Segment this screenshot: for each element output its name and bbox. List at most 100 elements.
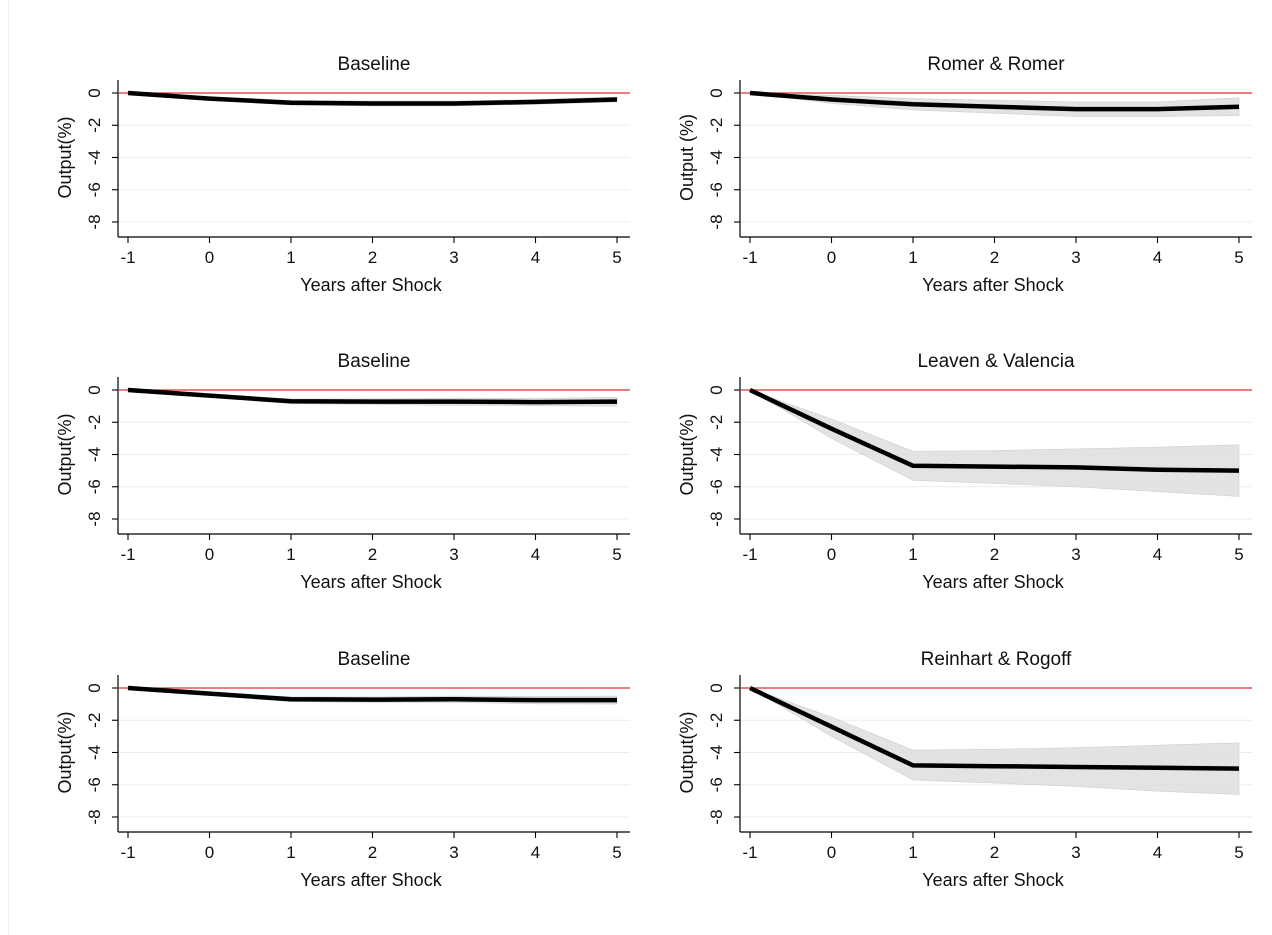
y-tick-label: 0 — [85, 88, 104, 97]
y-axis-label: Output(%) — [677, 711, 697, 793]
x-tick-label: 5 — [1234, 248, 1243, 267]
x-tick-label: 5 — [612, 248, 621, 267]
x-tick-label: 4 — [531, 545, 540, 564]
x-tick-label: 3 — [449, 843, 458, 862]
y-tick-label: 0 — [707, 385, 726, 394]
y-tick-label: 0 — [707, 88, 726, 97]
x-tick-label: 0 — [827, 545, 836, 564]
x-axis-label: Years after Shock — [300, 870, 442, 890]
y-tick-label: -4 — [707, 447, 726, 462]
x-tick-label: 2 — [990, 248, 999, 267]
y-tick-label: -2 — [85, 713, 104, 728]
panel-title: Baseline — [338, 54, 411, 75]
x-tick-label: -1 — [120, 843, 135, 862]
chart-panel-3: 0 -2 -4 -6 -8 -1 0 1 2 3 4 5 Years after Shock Output… — [55, 351, 630, 592]
x-tick-label: 2 — [990, 545, 999, 564]
y-tick-label: 0 — [85, 683, 104, 692]
y-tick-label: -8 — [707, 214, 726, 229]
x-tick-label: 0 — [205, 248, 214, 267]
x-tick-label: 2 — [368, 248, 377, 267]
y-axis-label: Output(%) — [55, 413, 75, 495]
chart-panel-4: 0 -2 -4 -6 -8 -1 0 1 2 3 4 5 Years after Shock Output… — [677, 351, 1252, 592]
y-tick-label: -4 — [707, 150, 726, 165]
y-tick-label: -4 — [85, 447, 104, 462]
chart-panel-2: 0 -2 -4 -6 -8 -1 0 1 2 3 4 5 Years after Shock Output… — [677, 54, 1252, 295]
y-tick-label: -6 — [707, 479, 726, 494]
series-line — [127, 387, 618, 405]
panel-title: Leaven & Valencia — [917, 351, 1074, 372]
x-tick-label: 1 — [286, 248, 295, 267]
x-tick-label: 0 — [205, 545, 214, 564]
chart-panel-1: 0 -2 -4 -6 -8 -1 0 1 2 3 4 5 Years after Shock Output… — [55, 54, 630, 295]
panel-title: Reinhart & Rogoff — [921, 649, 1072, 670]
y-tick-label: -6 — [85, 479, 104, 494]
x-axis-label: Years after Shock — [922, 870, 1064, 890]
x-tick-label: 2 — [368, 843, 377, 862]
x-tick-label: 1 — [908, 545, 917, 564]
y-tick-label: -6 — [85, 182, 104, 197]
x-tick-label: 3 — [1071, 843, 1080, 862]
y-tick-label: -6 — [85, 777, 104, 792]
y-axis-label: Output(%) — [55, 711, 75, 793]
confidence-band — [749, 687, 1240, 795]
y-tick-label: -2 — [707, 713, 726, 728]
series-line — [127, 685, 617, 703]
y-tick-label: -2 — [707, 118, 726, 133]
panel-title: Baseline — [338, 649, 411, 670]
x-axis-label: Years after Shock — [300, 572, 442, 592]
x-tick-label: 3 — [1071, 545, 1080, 564]
x-tick-label: -1 — [120, 545, 135, 564]
y-tick-label: -8 — [85, 214, 104, 229]
y-tick-label: -2 — [707, 415, 726, 430]
x-tick-label: 1 — [286, 545, 295, 564]
panel-title: Romer & Romer — [927, 54, 1065, 75]
x-tick-label: -1 — [120, 248, 135, 267]
x-tick-label: 0 — [827, 843, 836, 862]
page-edge-rule — [8, 0, 9, 935]
x-tick-label: 5 — [1234, 843, 1243, 862]
x-tick-label: 5 — [1234, 545, 1243, 564]
y-axis-label: Output(%) — [55, 116, 75, 198]
x-axis-label: Years after Shock — [922, 572, 1064, 592]
x-tick-label: 1 — [908, 248, 917, 267]
x-tick-label: -1 — [742, 545, 757, 564]
x-axis-label: Years after Shock — [300, 275, 442, 295]
x-tick-label: 4 — [1153, 843, 1162, 862]
x-tick-label: 0 — [205, 843, 214, 862]
x-axis-label: Years after Shock — [922, 275, 1064, 295]
y-tick-label: -8 — [707, 511, 726, 526]
chart-panel-6: 0 -2 -4 -6 -8 -1 0 1 2 3 4 5 Years after Shock Output… — [677, 649, 1252, 890]
y-tick-label: -4 — [707, 745, 726, 760]
confidence-band — [749, 389, 1240, 497]
x-tick-label: 1 — [908, 843, 917, 862]
x-tick-label: 4 — [1153, 248, 1162, 267]
x-tick-label: 4 — [531, 248, 540, 267]
x-tick-label: 4 — [1153, 545, 1162, 564]
y-tick-label: -6 — [707, 777, 726, 792]
x-tick-label: 3 — [449, 248, 458, 267]
x-tick-label: 3 — [449, 545, 458, 564]
x-tick-label: 4 — [531, 843, 540, 862]
x-tick-label: 0 — [827, 248, 836, 267]
y-tick-label: -4 — [85, 745, 104, 760]
y-tick-label: -4 — [85, 150, 104, 165]
series-line — [127, 90, 618, 106]
y-tick-label: -2 — [85, 118, 104, 133]
chart-panel-5: 0 -2 -4 -6 -8 -1 0 1 2 3 4 5 Years after Shock Output… — [55, 649, 630, 890]
x-tick-label: 2 — [368, 545, 377, 564]
y-tick-label: 0 — [85, 385, 104, 394]
y-axis-label: Output (%) — [677, 114, 697, 201]
y-tick-label: -2 — [85, 415, 104, 430]
y-tick-label: -8 — [707, 809, 726, 824]
x-tick-label: 5 — [612, 843, 621, 862]
x-tick-label: 5 — [612, 545, 621, 564]
y-axis-label: Output(%) — [677, 413, 697, 495]
y-tick-label: 0 — [707, 683, 726, 692]
y-tick-label: -8 — [85, 511, 104, 526]
y-tick-label: -8 — [85, 809, 104, 824]
panel-title: Baseline — [338, 351, 411, 372]
y-tick-label: -6 — [707, 182, 726, 197]
x-tick-label: -1 — [742, 248, 757, 267]
x-tick-label: 2 — [990, 843, 999, 862]
